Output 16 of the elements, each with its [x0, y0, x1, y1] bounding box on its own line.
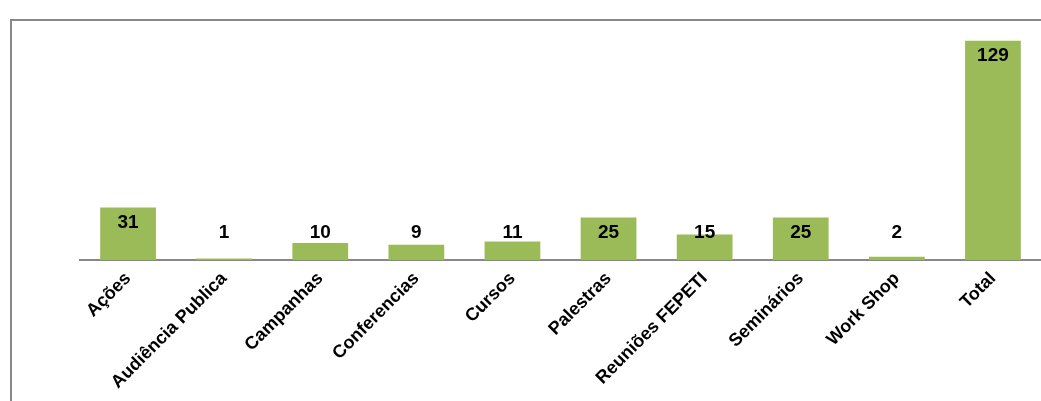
bar: [965, 40, 1021, 261]
data-label: 10: [309, 221, 331, 243]
data-label: 11: [502, 221, 523, 243]
bar: [388, 244, 445, 261]
bar: [484, 241, 541, 261]
data-label: 25: [597, 221, 620, 243]
data-label: 31: [117, 211, 140, 233]
bar: [772, 217, 829, 261]
bar: [580, 217, 637, 261]
data-label: 25: [790, 221, 812, 243]
bar: [292, 243, 349, 261]
data-label: 129: [977, 44, 1009, 66]
data-label: 2: [891, 221, 903, 243]
data-label: 1: [218, 221, 230, 243]
data-label: 9: [411, 221, 422, 243]
bar: [100, 207, 156, 261]
